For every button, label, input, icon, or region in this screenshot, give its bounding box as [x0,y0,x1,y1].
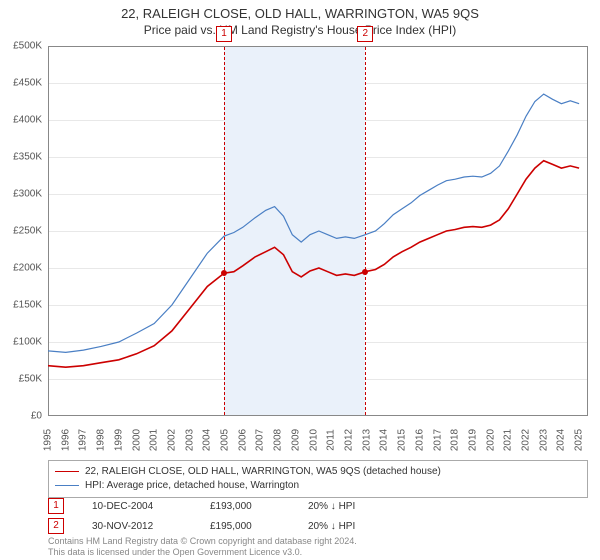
x-tick-label: 2009 [290,429,301,451]
series-hpi [48,94,579,352]
line-series [48,46,588,416]
x-tick-label: 2005 [220,429,231,451]
x-tick-label: 2022 [521,429,532,451]
x-tick-label: 1996 [60,429,71,451]
legend-label: HPI: Average price, detached house, Warr… [85,480,299,491]
event-delta: 20% ↓ HPI [308,521,388,532]
x-tick-label: 1999 [113,429,124,451]
x-tick-label: 2002 [166,429,177,451]
x-tick-label: 2016 [414,429,425,451]
x-tick-label: 2006 [237,429,248,451]
x-tick-label: 2004 [202,429,213,451]
events-table: 1 10-DEC-2004 £193,000 20% ↓ HPI 2 30-NOV-201… [48,498,588,538]
event-number-box: 2 [48,518,64,534]
event-date: 10-DEC-2004 [92,501,182,512]
footer-attribution: Contains HM Land Registry data © Crown c… [48,536,588,558]
x-tick-label: 1997 [78,429,89,451]
sale-dot [221,270,227,276]
x-tick-label: 2000 [131,429,142,451]
chart-title: 22, RALEIGH CLOSE, OLD HALL, WARRINGTON,… [0,0,600,21]
y-tick-label: £0 [0,411,42,422]
chart-area: 12 £0£50K£100K£150K£200K£250K£300K£350K£… [48,46,588,416]
event-row: 2 30-NOV-2012 £195,000 20% ↓ HPI [48,518,588,534]
event-price: £195,000 [210,521,280,532]
y-tick-label: £200K [0,263,42,274]
y-tick-label: £300K [0,189,42,200]
series-property [48,161,579,368]
footer-line-1: Contains HM Land Registry data © Crown c… [48,536,588,547]
y-tick-label: £350K [0,152,42,163]
x-tick-label: 2023 [538,429,549,451]
x-tick-label: 2011 [326,429,337,451]
y-tick-label: £100K [0,337,42,348]
x-tick-label: 2024 [556,429,567,451]
chart-subtitle: Price paid vs. HM Land Registry's House … [0,21,600,41]
x-tick-label: 2018 [450,429,461,451]
legend-item: HPI: Average price, detached house, Warr… [55,479,581,493]
y-tick-label: £50K [0,374,42,385]
x-tick-label: 2008 [273,429,284,451]
x-tick-label: 2015 [397,429,408,451]
x-tick-label: 2007 [255,429,266,451]
x-tick-label: 2001 [149,429,160,451]
x-tick-label: 2025 [574,429,585,451]
event-number-box: 1 [48,498,64,514]
x-tick-label: 1995 [43,429,54,451]
x-tick-label: 2010 [308,429,319,451]
y-tick-label: £450K [0,78,42,89]
x-axis-labels: 1995199619971998199920002001200220032004… [48,418,588,458]
footer-line-2: This data is licensed under the Open Gov… [48,547,588,558]
y-tick-label: £250K [0,226,42,237]
legend-item: 22, RALEIGH CLOSE, OLD HALL, WARRINGTON,… [55,465,581,479]
legend: 22, RALEIGH CLOSE, OLD HALL, WARRINGTON,… [48,460,588,498]
x-tick-label: 2017 [432,429,443,451]
event-marker: 1 [216,26,232,42]
legend-label: 22, RALEIGH CLOSE, OLD HALL, WARRINGTON,… [85,466,441,477]
x-tick-label: 2020 [485,429,496,451]
x-tick-label: 1998 [96,429,107,451]
x-tick-label: 2014 [379,429,390,451]
y-tick-label: £400K [0,115,42,126]
event-price: £193,000 [210,501,280,512]
x-tick-label: 2019 [467,429,478,451]
event-row: 1 10-DEC-2004 £193,000 20% ↓ HPI [48,498,588,514]
event-marker: 2 [357,26,373,42]
chart-container: 22, RALEIGH CLOSE, OLD HALL, WARRINGTON,… [0,0,600,560]
x-tick-label: 2021 [503,429,514,451]
sale-dot [362,269,368,275]
x-tick-label: 2013 [361,429,372,451]
event-date: 30-NOV-2012 [92,521,182,532]
x-tick-label: 2003 [184,429,195,451]
y-tick-label: £150K [0,300,42,311]
y-tick-label: £500K [0,41,42,52]
event-delta: 20% ↓ HPI [308,501,388,512]
x-tick-label: 2012 [343,429,354,451]
